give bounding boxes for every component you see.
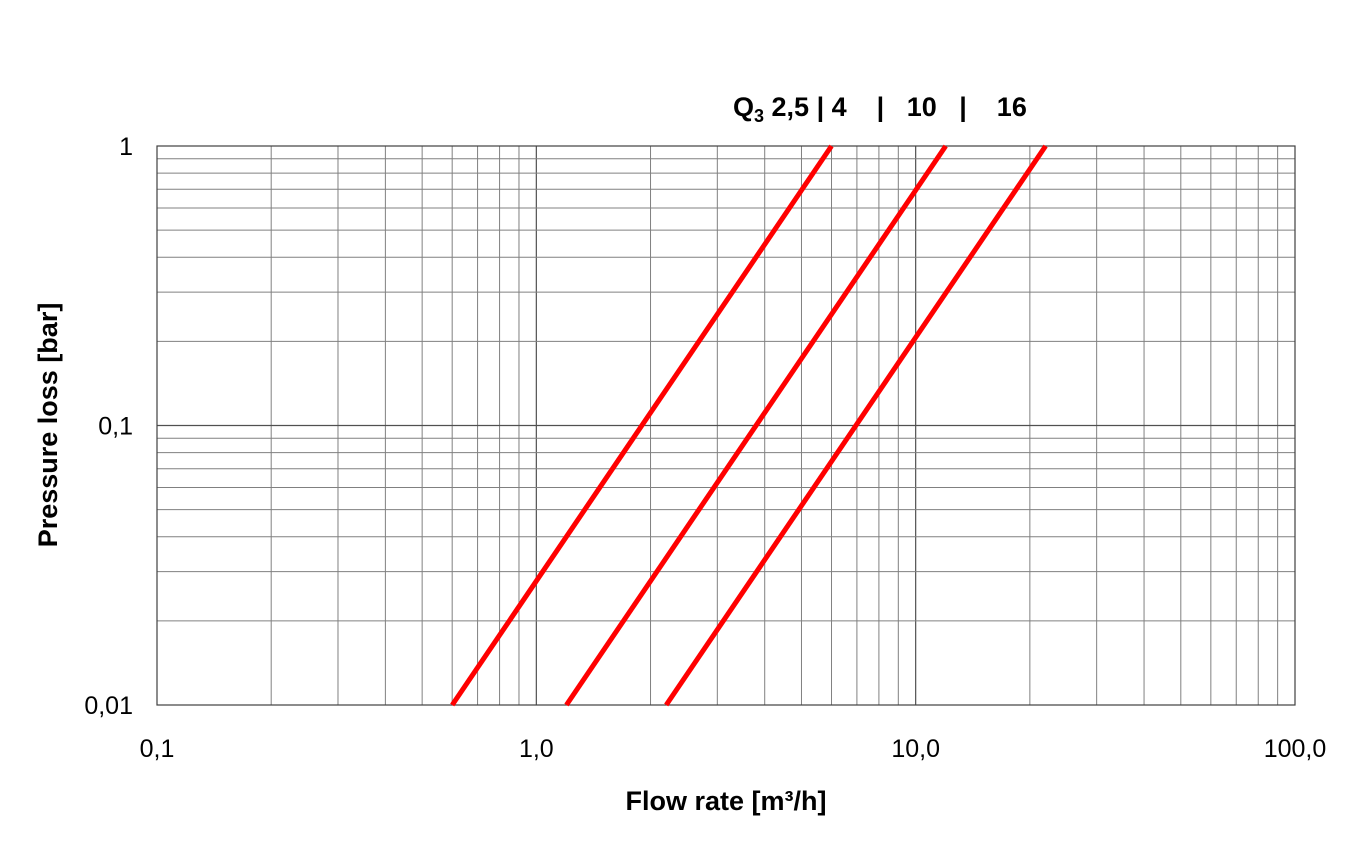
y-tick-label: 0,1 (98, 413, 133, 441)
legend-prefix: Q (733, 92, 754, 122)
y-axis-ticks: 0,01 0,1 1 (84, 133, 133, 720)
x-axis-ticks: 0,1 1,0 10,0 100,0 (140, 735, 1327, 763)
y-axis-title: Pressure loss [bar] (33, 303, 63, 548)
legend-text: 2,5 | 4 | 10 | 16 (764, 92, 1027, 122)
y-tick-label: 0,01 (84, 692, 133, 720)
y-tick-label: 1 (119, 133, 133, 161)
x-tick-label: 10,0 (891, 735, 940, 763)
x-tick-label: 0,1 (140, 735, 175, 763)
legend-label: Q3 2,5 | 4 | 10 | 16 (733, 92, 1027, 126)
x-tick-label: 100,0 (1264, 735, 1327, 763)
series-group (450, 144, 1048, 707)
series-line (664, 144, 1048, 707)
series-line (564, 144, 948, 707)
x-axis-title: Flow rate [m³/h] (626, 786, 827, 816)
series-line (450, 144, 834, 707)
x-tick-label: 1,0 (519, 735, 554, 763)
legend-subscript: 3 (754, 106, 764, 126)
grid (157, 146, 1295, 705)
plot-area-frame (156, 145, 1296, 706)
